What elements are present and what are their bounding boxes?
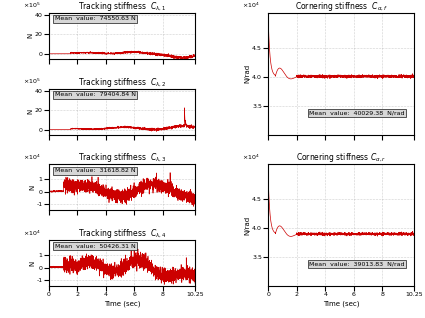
Y-axis label: N: N [27, 109, 33, 114]
Title: Tracking stiffness  $C_{\lambda,2}$: Tracking stiffness $C_{\lambda,2}$ [78, 76, 166, 88]
Text: $\times 10^4$: $\times 10^4$ [23, 229, 40, 238]
Text: Mean  value:  50426.31 N: Mean value: 50426.31 N [55, 244, 136, 249]
Text: Mean  value:  74550.63 N: Mean value: 74550.63 N [55, 17, 136, 21]
Title: Cornering stiffness $C_{\alpha,r}$: Cornering stiffness $C_{\alpha,r}$ [296, 152, 386, 164]
Text: $\times 10^5$: $\times 10^5$ [23, 77, 40, 86]
Y-axis label: N: N [27, 33, 33, 38]
Text: $\times 10^4$: $\times 10^4$ [23, 153, 40, 162]
Text: Mean  value:  39013.83  N/rad: Mean value: 39013.83 N/rad [309, 262, 405, 267]
Title: Tracking stiffness  $C_{\lambda,1}$: Tracking stiffness $C_{\lambda,1}$ [78, 0, 166, 13]
Text: $\times 10^4$: $\times 10^4$ [242, 1, 260, 10]
Text: Mean  value:  31618.82 N: Mean value: 31618.82 N [55, 168, 135, 173]
Y-axis label: N: N [29, 185, 35, 190]
Text: Mean  value:  40029.38  N/rad: Mean value: 40029.38 N/rad [309, 110, 405, 115]
Y-axis label: N: N [29, 260, 35, 266]
X-axis label: Time (sec): Time (sec) [104, 300, 140, 307]
Y-axis label: N/rad: N/rad [245, 216, 251, 235]
Title: Tracking stiffness  $C_{\lambda,3}$: Tracking stiffness $C_{\lambda,3}$ [78, 152, 166, 164]
Title: Tracking stiffness  $C_{\lambda,4}$: Tracking stiffness $C_{\lambda,4}$ [78, 227, 166, 240]
X-axis label: Time (sec): Time (sec) [323, 300, 360, 307]
Text: $\times 10^4$: $\times 10^4$ [242, 153, 260, 162]
Text: $\times 10^5$: $\times 10^5$ [23, 1, 40, 10]
Y-axis label: N/rad: N/rad [245, 64, 251, 83]
Text: Mean  value:  79404.84 N: Mean value: 79404.84 N [55, 92, 136, 97]
Title: Cornering stiffness  $C_{\alpha,f}$: Cornering stiffness $C_{\alpha,f}$ [295, 0, 388, 13]
